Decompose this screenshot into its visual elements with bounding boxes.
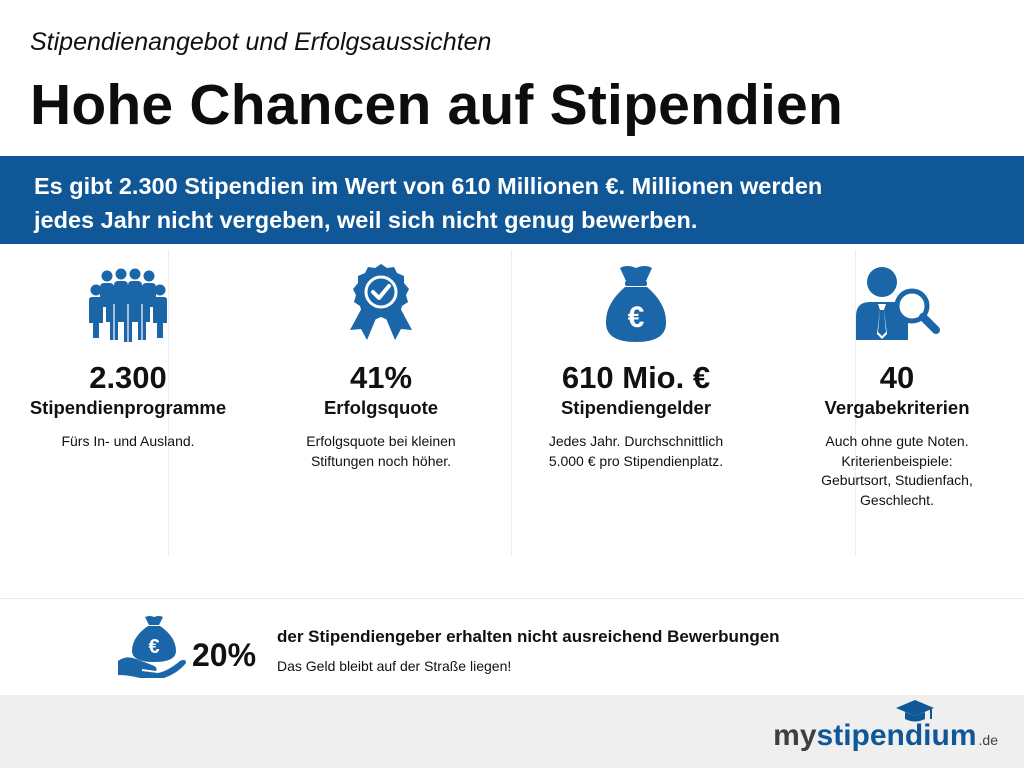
- stat-funding: € 610 Mio. € Stipendiengelder Jedes Jahr…: [511, 250, 761, 471]
- stat-label: Erfolgsquote: [323, 397, 439, 418]
- stat-value: 610 Mio. €: [561, 360, 711, 395]
- stat-description: Fürs In- und Ausland.: [61, 433, 195, 449]
- euro-money-bag-icon: €: [605, 266, 667, 342]
- stat-value: 40: [879, 360, 915, 395]
- svg-text:€: €: [148, 636, 159, 658]
- stat-description: Auch ohne gute Noten. Kriterienbeispiele…: [821, 433, 973, 508]
- brand-logo[interactable]: my stipendium .de: [773, 700, 998, 753]
- bottom-subline: Das Geld bleibt auf der Straße liegen!: [277, 658, 512, 674]
- hand-money-bag-icon: €: [118, 616, 186, 678]
- column-divider: [511, 250, 512, 556]
- column-divider: [855, 250, 856, 556]
- stat-description: Erfolgsquote bei kleinen Stiftungen noch…: [306, 433, 456, 469]
- award-badge-icon: [350, 264, 412, 340]
- stat-programs: 2.300 Stipendienprogramme Fürs In- und A…: [3, 250, 253, 452]
- footer: my stipendium .de: [0, 695, 1024, 768]
- column-divider: [168, 250, 169, 556]
- svg-text:€: €: [628, 301, 645, 334]
- logo-main: stipendium: [816, 719, 977, 752]
- page-subtitle: Stipendienangebot und Erfolgsaussichten: [30, 28, 492, 56]
- stat-label: Vergabekriterien: [824, 397, 970, 418]
- stat-value: 2.300: [89, 360, 167, 395]
- stat-label: Stipendiengelder: [560, 397, 712, 418]
- banner-line-2: jedes Jahr nicht vergeben, weil sich nic…: [34, 207, 698, 233]
- stat-success-rate: 41% Erfolgsquote Erfolgsquote bei kleine…: [256, 250, 506, 471]
- graduation-cap-icon: [895, 700, 934, 722]
- stat-value: 41%: [349, 360, 413, 395]
- banner-line-1: Es gibt 2.300 Stipendien im Wert von 610…: [34, 173, 823, 199]
- stats-section: 2.300 Stipendienprogramme Fürs In- und A…: [0, 250, 1024, 560]
- stat-criteria: 40 Vergabekriterien Auch ohne gute Noten…: [772, 250, 1022, 510]
- page-title: Hohe Chancen auf Stipendien: [30, 73, 843, 137]
- people-group-icon: [89, 268, 167, 342]
- stat-label: Stipendienprogramme: [29, 397, 227, 418]
- stat-description: Jedes Jahr. Durchschnittlich 5.000 € pro…: [548, 433, 724, 469]
- person-magnifier-icon: [856, 267, 940, 340]
- logo-my: my: [773, 719, 817, 752]
- bottom-value: 20%: [192, 637, 257, 673]
- info-banner: Es gibt 2.300 Stipendien im Wert von 610…: [0, 156, 1024, 244]
- logo-tld: .de: [978, 732, 998, 748]
- bottom-highlight: € 20% der Stipendiengeber erhalten nicht…: [0, 598, 1024, 695]
- bottom-headline: der Stipendiengeber erhalten nicht ausre…: [277, 627, 780, 646]
